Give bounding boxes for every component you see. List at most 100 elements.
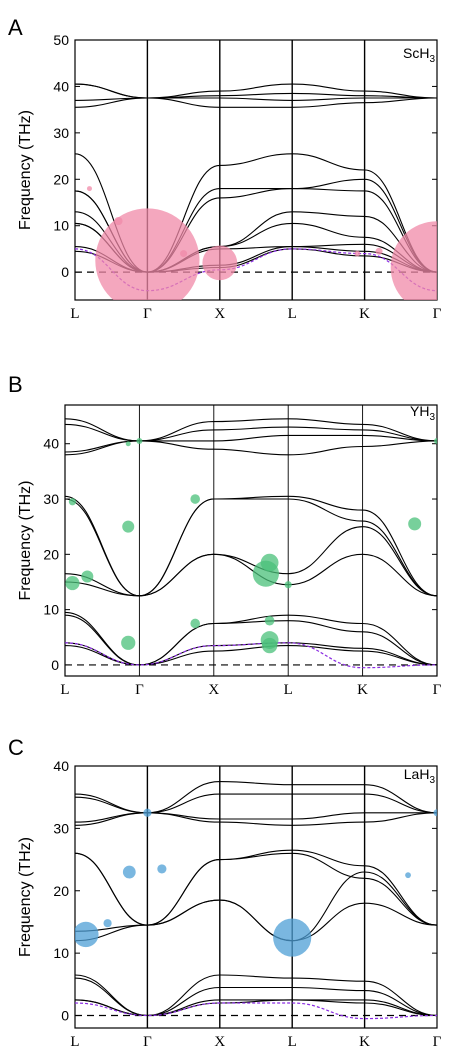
x-tick-label: L [288, 306, 297, 322]
x-tick-label: L [70, 306, 79, 322]
x-tick-label: L [288, 1034, 297, 1050]
y-tick-label: 0 [61, 264, 69, 280]
coupling-bubble [103, 919, 112, 928]
x-tick-label: Γ [143, 306, 152, 322]
x-tick-label: L [284, 682, 293, 698]
phonon-branch [75, 812, 437, 826]
x-tick-label: Γ [135, 682, 144, 698]
coupling-bubble [408, 517, 422, 531]
y-tick-label: 30 [43, 491, 59, 507]
coupling-bubble [390, 221, 437, 300]
phonon-branch [75, 852, 437, 926]
y-tick-label: 0 [51, 657, 59, 673]
coupling-bubble [81, 570, 94, 583]
phonon-branch [75, 83, 437, 99]
coupling-bubble [143, 808, 152, 817]
coupling-bubble [405, 872, 411, 879]
curves [75, 781, 437, 1020]
plot-frame [74, 765, 438, 1029]
coupling-bubble [136, 437, 143, 444]
phonon-branch [65, 423, 437, 442]
x-tick-label: K [359, 306, 370, 322]
y-tick-label: 20 [53, 171, 69, 187]
coupling-bubble [261, 637, 278, 654]
x-tick-label: K [357, 682, 368, 698]
x-tick-label: Γ [433, 1034, 442, 1050]
x-tick-label: Γ [433, 306, 442, 322]
phonon-branch [75, 781, 437, 814]
phonon-branch [65, 526, 437, 597]
y-tick-label: 20 [53, 883, 69, 899]
curves [75, 83, 437, 300]
x-tick-label: K [359, 1034, 370, 1050]
plot-frame [64, 404, 438, 677]
phonon-branch [75, 977, 437, 1017]
coupling-bubble [264, 615, 275, 626]
y-tick-label: 20 [43, 546, 59, 562]
coupling-bubble [190, 618, 200, 629]
material-label: ScH3 [403, 45, 435, 65]
coupling-bubble [86, 186, 92, 192]
coupling-bubble [190, 494, 200, 504]
y-tick-label: 30 [53, 820, 69, 836]
phonon-branch [75, 97, 437, 108]
phonon-branch [65, 418, 437, 442]
x-tick-label: L [60, 682, 69, 698]
coupling-bubble [95, 208, 200, 300]
y-tick-label: 10 [53, 945, 69, 961]
coupling-bubble [157, 864, 167, 874]
coupling-bubble [180, 250, 188, 258]
phonon-branch [65, 614, 437, 666]
x-tick-label: Γ [433, 682, 442, 698]
panel-label: A [8, 15, 23, 40]
x-tick-label: X [208, 682, 219, 698]
coupling-bubble [65, 575, 80, 591]
coupling-bubble [354, 250, 361, 257]
panel-a: A ScH3 Frequency (THz) 0 10 20 30 40 50 L Γ X L K Γ [8, 15, 442, 322]
coupling-bubble [260, 553, 279, 572]
coupling-bubble [434, 437, 437, 444]
panel-c: C LaH3 Frequency (THz) 0 10 20 30 40 L Γ X L K Γ [8, 735, 442, 1050]
y-tick-label: 0 [61, 1008, 69, 1024]
panel-b: B YH3 Frequency (THz) 0 10 20 30 40 L Γ X L K Γ [8, 372, 442, 698]
panel-label: B [8, 372, 23, 397]
y-tick-label: 30 [53, 125, 69, 141]
phonon-branch [75, 793, 437, 814]
coupling-bubble [433, 809, 437, 817]
phonon-branch [65, 495, 437, 597]
y-tick-label: 10 [43, 602, 59, 618]
panel-label: C [8, 735, 24, 760]
phonon-branch [75, 974, 437, 1017]
coupling-bubble [122, 865, 136, 879]
phonon-branch [65, 642, 437, 666]
coupling-bubble [125, 441, 131, 447]
material-label: LaH3 [404, 766, 436, 786]
coupling-bubble [284, 581, 292, 589]
material-label: YH3 [410, 403, 435, 423]
phonon-branch [75, 849, 437, 926]
phonon-branch [65, 553, 437, 597]
coupling-bubble [75, 921, 99, 948]
y-tick-label: 40 [53, 758, 69, 774]
x-tick-label: L [70, 1034, 79, 1050]
y-axis-label: Frequency (THz) [17, 110, 34, 230]
coupling-bubble [273, 918, 312, 957]
plot-frame [74, 39, 438, 301]
dashed-branch [65, 642, 437, 669]
phonon-branch [65, 440, 437, 456]
phonon-branch [75, 999, 437, 1017]
y-tick-label: 10 [53, 218, 69, 234]
phonon-branch [65, 611, 437, 666]
y-axis-label: Frequency (THz) [17, 837, 34, 957]
coupling-bubble [122, 520, 135, 533]
phonon-branch [65, 498, 437, 597]
y-axis-label: Frequency (THz) [17, 480, 34, 600]
x-tick-label: X [214, 306, 225, 322]
dashed-branch [75, 1002, 437, 1020]
curves [65, 418, 437, 669]
coupling-bubble [121, 635, 136, 650]
x-tick-label: X [214, 1034, 225, 1050]
x-tick-label: Γ [143, 1034, 152, 1050]
coupling-bubble [375, 247, 383, 255]
